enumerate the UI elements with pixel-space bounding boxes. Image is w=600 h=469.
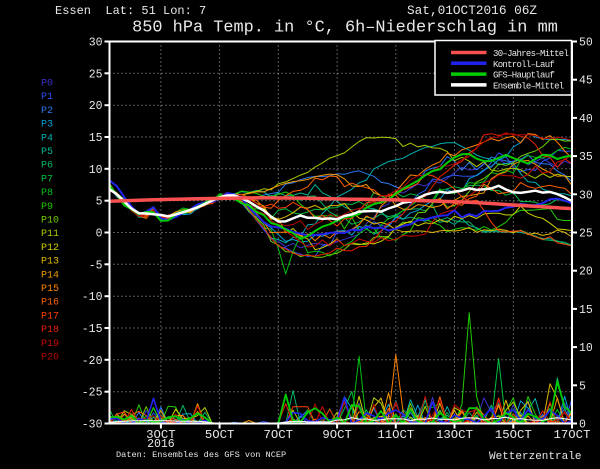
svg-text:45: 45	[579, 75, 593, 88]
svg-text:50: 50	[579, 37, 593, 50]
svg-text:0: 0	[96, 228, 103, 241]
svg-text:P15: P15	[41, 284, 59, 295]
svg-text:13OCT: 13OCT	[436, 428, 473, 442]
svg-text:-30: -30	[82, 419, 103, 432]
svg-text:Sat,01OCT2016 06Z: Sat,01OCT2016 06Z	[407, 3, 537, 18]
svg-text:35: 35	[579, 151, 593, 164]
svg-text:-15: -15	[82, 323, 103, 336]
svg-text:-20: -20	[82, 355, 103, 368]
svg-text:P0: P0	[41, 79, 53, 90]
svg-text:P1: P1	[41, 92, 53, 103]
svg-text:25: 25	[89, 68, 103, 81]
svg-text:2016: 2016	[147, 438, 175, 451]
svg-text:P2: P2	[41, 106, 53, 117]
svg-text:-5: -5	[89, 259, 103, 272]
svg-text:P4: P4	[41, 133, 53, 144]
svg-text:5: 5	[96, 196, 103, 209]
svg-text:10: 10	[579, 342, 593, 355]
svg-text:P12: P12	[41, 243, 59, 254]
svg-text:20: 20	[579, 266, 593, 279]
svg-text:10: 10	[89, 164, 103, 177]
svg-text:7OCT: 7OCT	[264, 428, 294, 442]
svg-text:P5: P5	[41, 147, 53, 158]
svg-text:P18: P18	[41, 325, 59, 336]
svg-text:P20: P20	[41, 353, 59, 364]
svg-text:30: 30	[89, 37, 103, 50]
svg-text:17OCT: 17OCT	[554, 428, 591, 442]
svg-text:0: 0	[579, 419, 586, 432]
svg-text:P17: P17	[41, 311, 59, 322]
svg-text:25: 25	[579, 228, 593, 241]
svg-text:P11: P11	[41, 229, 59, 240]
svg-text:850 hPa Temp. in °C, 6h–Nieder: 850 hPa Temp. in °C, 6h–Niederschlag in …	[132, 19, 558, 38]
svg-text:15: 15	[579, 304, 593, 317]
svg-text:Ensemble–Mittel: Ensemble–Mittel	[493, 81, 564, 91]
svg-text:3OCT: 3OCT	[146, 428, 176, 442]
svg-text:P9: P9	[41, 202, 53, 213]
svg-text:P3: P3	[41, 120, 53, 131]
svg-text:P16: P16	[41, 298, 59, 309]
svg-text:P6: P6	[41, 161, 53, 172]
svg-text:P10: P10	[41, 216, 59, 227]
svg-text:5: 5	[579, 380, 586, 393]
svg-text:Daten: Ensembles des GFS von N: Daten: Ensembles des GFS von NCEP	[116, 450, 286, 460]
svg-text:Wetterzentrale: Wetterzentrale	[489, 451, 581, 463]
svg-text:5OCT: 5OCT	[205, 428, 235, 442]
svg-text:Kontroll–Lauf: Kontroll–Lauf	[493, 60, 554, 70]
svg-text:15: 15	[89, 132, 103, 145]
svg-text:30: 30	[579, 189, 593, 202]
svg-text:P7: P7	[41, 174, 53, 185]
svg-text:30–Jahres–Mittel: 30–Jahres–Mittel	[493, 49, 569, 59]
svg-text:GFS–Hauptlauf: GFS–Hauptlauf	[493, 71, 554, 81]
svg-text:-25: -25	[82, 387, 103, 400]
svg-text:9OCT: 9OCT	[322, 428, 352, 442]
svg-text:P8: P8	[41, 188, 53, 199]
svg-text:20: 20	[89, 100, 103, 113]
svg-text:-10: -10	[82, 291, 103, 304]
svg-text:P13: P13	[41, 257, 59, 268]
svg-text:Essen Lat: 51 Lon: 7: Essen Lat: 51 Lon: 7	[55, 4, 206, 18]
svg-text:40: 40	[579, 113, 593, 126]
svg-text:15OCT: 15OCT	[495, 428, 532, 442]
svg-text:11OCT: 11OCT	[377, 428, 414, 442]
svg-text:P19: P19	[41, 339, 59, 350]
svg-text:P14: P14	[41, 270, 59, 281]
